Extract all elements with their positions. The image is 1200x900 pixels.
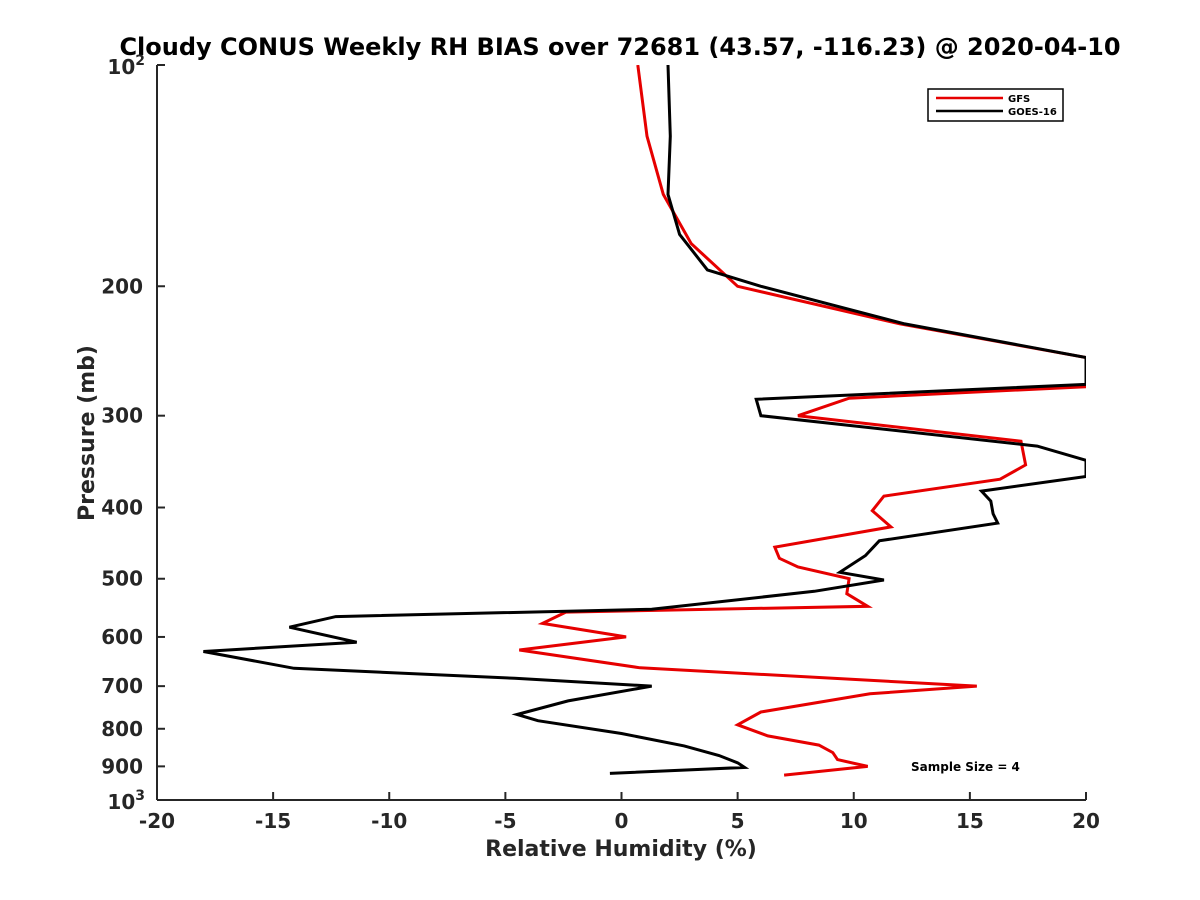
y-tick-label: 300 <box>101 404 143 428</box>
series-layer <box>203 65 1086 777</box>
x-tick-label: -5 <box>494 809 516 833</box>
y-tick-label: 200 <box>101 274 143 298</box>
y-tick-label: 900 <box>101 754 143 778</box>
x-tick-label: 20 <box>1072 809 1100 833</box>
legend-label: GFS <box>1008 94 1030 105</box>
series-line-goes-16 <box>203 65 1086 775</box>
legend: GFS GOES-16 <box>927 88 1064 122</box>
legend-box <box>927 88 1064 122</box>
y-tick-label: 600 <box>101 625 143 649</box>
x-tick-label: 10 <box>840 809 868 833</box>
x-tick-label: -20 <box>139 809 175 833</box>
x-tick-label: 15 <box>956 809 984 833</box>
y-tick-label: 700 <box>101 674 143 698</box>
y-axis-label: Pressure (mb) <box>75 345 100 521</box>
y-ticks: 102 200 300 400 500 600 700 800 900 103 <box>101 53 165 814</box>
x-ticks: -20 -15 -10 -5 0 5 10 15 20 <box>139 792 1100 833</box>
series-line-gfs <box>519 65 1086 777</box>
y-tick-label: 103 <box>107 788 145 814</box>
y-tick-label: 400 <box>101 496 143 520</box>
y-tick-label: 102 <box>107 53 145 79</box>
x-axis-label: Relative Humidity (%) <box>485 837 757 862</box>
x-tick-label: 5 <box>731 809 745 833</box>
chart-title: Cloudy CONUS Weekly RH BIAS over 72681 (… <box>119 33 1120 61</box>
sample-size-annotation: Sample Size = 4 <box>911 760 1020 774</box>
y-tick-label: 800 <box>101 717 143 741</box>
x-tick-label: 0 <box>615 809 629 833</box>
x-tick-label: -10 <box>371 809 407 833</box>
y-tick-label: 500 <box>101 567 143 591</box>
x-tick-label: -15 <box>255 809 291 833</box>
legend-label: GOES-16 <box>1008 107 1057 118</box>
